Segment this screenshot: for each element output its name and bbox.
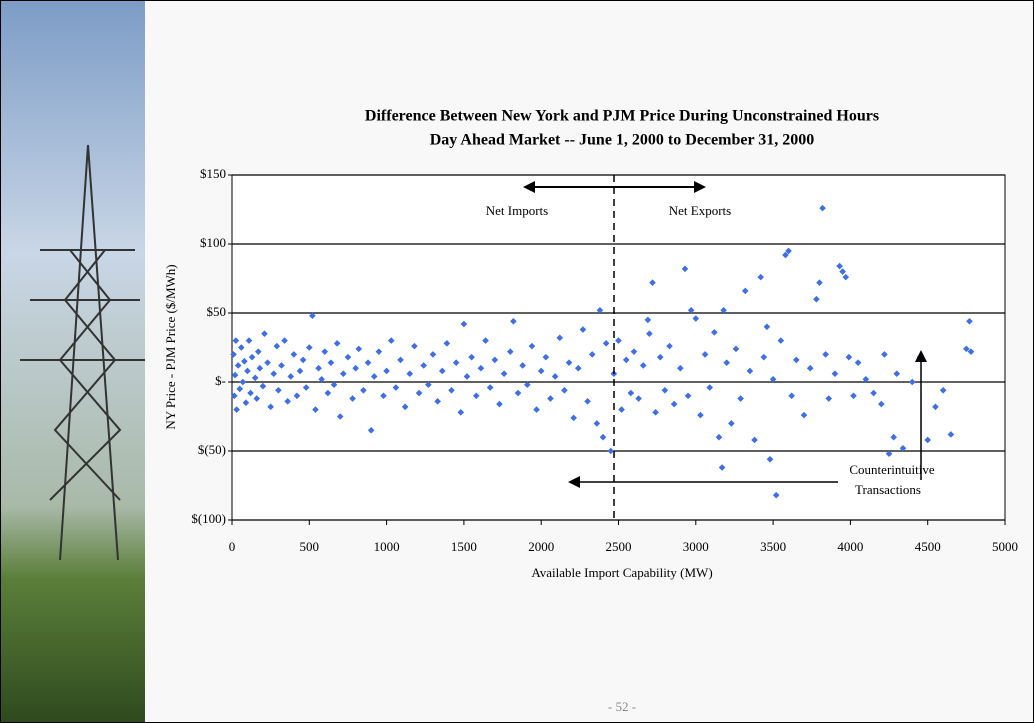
x-tick-label: 2000 [528,539,554,554]
chart-subtitle: Day Ahead Market -- June 1, 2000 to Dece… [430,132,815,149]
x-tick-label: 4000 [837,539,863,554]
page: Difference Between New York and PJM Pric… [0,0,1034,723]
x-tick-label: 500 [300,539,320,554]
y-tick-label: $(100) [191,511,226,526]
annotation: Net Imports [486,203,548,218]
y-tick-label: $50 [207,304,227,319]
x-tick-label: 5000 [992,539,1018,554]
slide: Difference Between New York and PJM Pric… [0,0,1034,723]
annotation: Net Exports [669,203,731,218]
y-tick-label: $150 [200,166,226,181]
x-tick-label: 3000 [683,539,709,554]
x-tick-label: 0 [229,539,236,554]
y-tick-label: $(50) [198,442,226,457]
annotation: Transactions [855,482,921,497]
x-tick-label: 1000 [374,539,400,554]
chart-title: Difference Between New York and PJM Pric… [365,108,879,125]
y-tick-label: $100 [200,235,226,250]
x-tick-label: 3500 [760,539,786,554]
x-axis-label: Available Import Capability (MW) [531,565,712,580]
y-tick-label: $- [215,373,226,388]
annotation: Counterintuitive [849,462,934,477]
y-axis-label: NY Price - PJM Price ($/MWh) [163,264,178,429]
x-tick-label: 1500 [451,539,477,554]
x-tick-label: 2500 [606,539,632,554]
x-tick-label: 4500 [915,539,941,554]
page-number: - 52 - [608,699,636,714]
